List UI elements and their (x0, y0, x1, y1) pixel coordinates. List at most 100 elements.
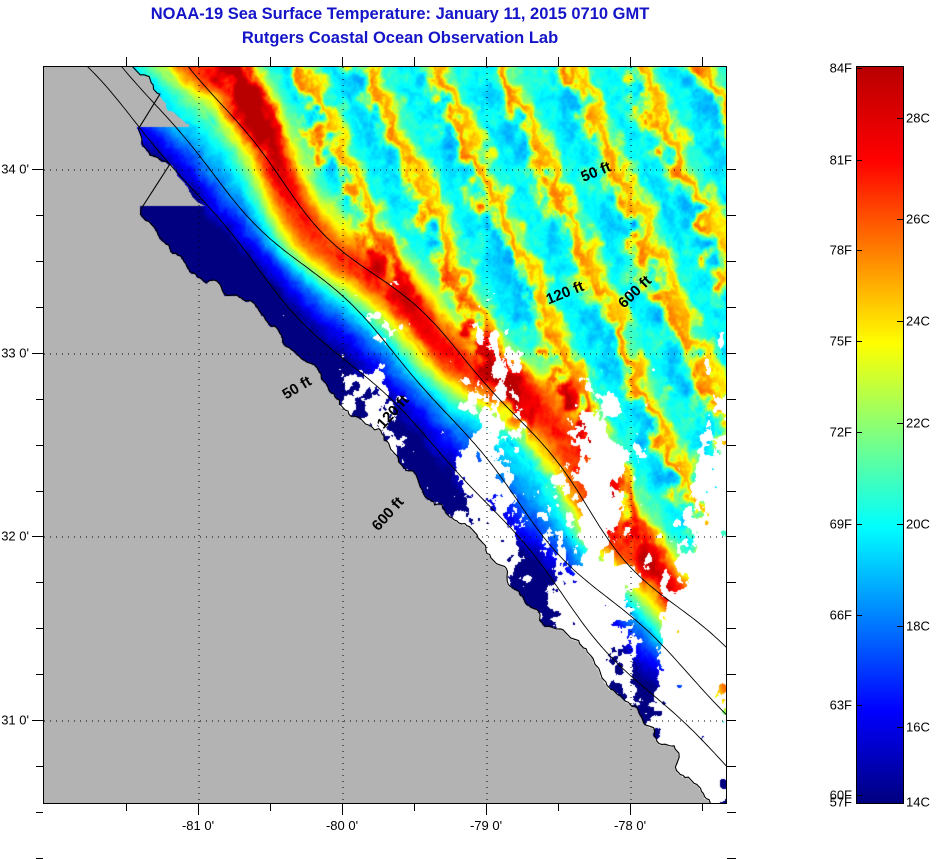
y-axis-tick-minor (36, 399, 43, 400)
colorbar-tick-fahrenheit (856, 795, 862, 796)
y-axis-tick-minor (36, 582, 43, 583)
x-axis-label: -81 0' (181, 818, 215, 833)
colorbar-tick-fahrenheit (856, 615, 862, 616)
x-axis-tick-top (414, 57, 415, 66)
y-axis-tick-right (727, 307, 736, 308)
x-axis-tick-minor (126, 804, 127, 811)
y-axis-tick-right (727, 766, 736, 767)
x-axis-tick-minor (414, 804, 415, 811)
bathymetry-contour (121, 67, 726, 715)
colorbar-label-fahrenheit: 66F (829, 607, 852, 623)
y-axis-tick-minor (36, 261, 43, 262)
bathymetry-contour (188, 67, 726, 648)
colorbar-tick-celsius (897, 423, 903, 424)
x-axis-tick-minor (558, 804, 559, 811)
y-axis-tick-right (727, 353, 736, 354)
colorbar-label-fahrenheit: 78F (829, 242, 852, 258)
title-line-2: Rutgers Coastal Ocean Observation Lab (241, 29, 559, 47)
coastline-contour-overlay (44, 67, 726, 803)
colorbar-label-fahrenheit: 63F (829, 697, 852, 713)
colorbar-tick-fahrenheit (856, 432, 862, 433)
x-axis-label: -79 0' (469, 818, 503, 833)
y-axis-label: 33 0' (1, 345, 29, 361)
y-axis-label: 31 0' (1, 712, 29, 728)
x-axis-tick-major (198, 804, 199, 815)
colorbar-label-celsius: 16C (906, 719, 930, 735)
y-axis-tick-right (727, 582, 736, 583)
x-axis-label: -78 0' (613, 818, 647, 833)
y-axis-tick-right (727, 720, 736, 721)
colorbar-tick-fahrenheit (856, 250, 862, 251)
y-axis-tick-major (32, 536, 43, 537)
y-axis-label: 34 0' (1, 161, 29, 177)
y-axis-tick-minor (36, 674, 43, 675)
x-axis-tick-major (486, 804, 487, 815)
y-axis-tick-right (727, 445, 736, 446)
coastline (132, 67, 712, 803)
x-axis-tick-top (702, 57, 703, 66)
y-axis-label: 32 0' (1, 528, 29, 544)
colorbar-tick-celsius (897, 727, 903, 728)
x-axis-tick-major (630, 804, 631, 815)
colorbar-tick-celsius (897, 321, 903, 322)
colorbar-label-fahrenheit: 69F (829, 516, 852, 532)
colorbar-tick-fahrenheit (856, 160, 862, 161)
x-axis-tick-top (486, 57, 487, 66)
colorbar-label-celsius: 20C (906, 516, 930, 532)
y-axis-tick-minor (36, 445, 43, 446)
y-axis-tick-major (32, 353, 43, 354)
y-axis-tick-minor (36, 628, 43, 629)
y-axis-tick-right (727, 261, 736, 262)
colorbar-label-celsius: 28C (906, 110, 930, 126)
colorbar-tick-celsius (897, 219, 903, 220)
title-line-1: NOAA-19 Sea Surface Temperature: January… (150, 5, 650, 23)
colorbar-label-celsius: 14C (906, 794, 930, 810)
y-axis-tick-right (727, 399, 736, 400)
x-axis-tick-top (198, 57, 199, 66)
y-axis-tick-major (32, 169, 43, 170)
temperature-colorbar[interactable] (856, 66, 904, 804)
x-axis-tick-major (342, 804, 343, 815)
colorbar-tick-fahrenheit (856, 524, 862, 525)
y-axis-tick-minor (36, 491, 43, 492)
colorbar-label-fahrenheit: 84F (829, 60, 852, 76)
x-axis-tick-top (342, 57, 343, 66)
colorbar-label-celsius: 18C (906, 618, 930, 634)
colorbar-tick-fahrenheit (856, 341, 862, 342)
y-axis-tick-right (727, 169, 736, 170)
chart-title-block: NOAA-19 Sea Surface Temperature: January… (0, 2, 800, 50)
y-axis-tick-minor (36, 307, 43, 308)
x-axis-tick-minor (270, 804, 271, 811)
y-axis-tick-right (727, 674, 736, 675)
y-axis-tick-minor (36, 215, 43, 216)
x-axis-tick-top (126, 57, 127, 66)
colorbar-label-celsius: 24C (906, 313, 930, 329)
colorbar-label-fahrenheit: 60F (829, 787, 852, 803)
y-axis-tick-right (727, 491, 736, 492)
colorbar-gradient (857, 67, 903, 803)
colorbar-label-fahrenheit: 72F (829, 424, 852, 440)
colorbar-tick-celsius (897, 118, 903, 119)
colorbar-label-fahrenheit: 57F (829, 794, 852, 810)
colorbar-label-celsius: 26C (906, 211, 930, 227)
colorbar-tick-celsius (897, 626, 903, 627)
y-axis-tick-minor (36, 812, 43, 813)
bathymetry-contour (87, 67, 726, 767)
x-axis-tick-top (270, 57, 271, 66)
x-axis-tick-top (630, 57, 631, 66)
y-axis-tick-major (32, 720, 43, 721)
y-axis-tick-right (727, 628, 736, 629)
x-axis-tick-minor (702, 804, 703, 811)
sst-raster-layer (44, 67, 726, 803)
x-axis-tick-top (558, 57, 559, 66)
y-axis-tick-minor (36, 766, 43, 767)
colorbar-tick-fahrenheit (856, 68, 862, 69)
y-axis-tick-right (727, 215, 736, 216)
colorbar-tick-fahrenheit (856, 705, 862, 706)
sst-map-plot[interactable] (43, 66, 727, 804)
colorbar-label-fahrenheit: 75F (829, 333, 852, 349)
colorbar-label-celsius: 22C (906, 415, 930, 431)
x-axis-label: -80 0' (325, 818, 359, 833)
colorbar-tick-celsius (897, 524, 903, 525)
y-axis-tick-right (727, 812, 736, 813)
